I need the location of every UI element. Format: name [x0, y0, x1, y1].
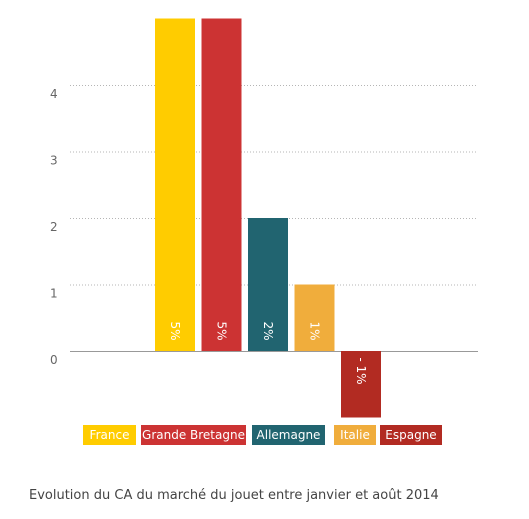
legend-item-france: France — [83, 425, 136, 445]
bar-data-label: - 1% — [354, 357, 368, 384]
chart-caption: Evolution du CA du marché du jouet entre… — [29, 488, 439, 503]
bar-data-label: 2% — [261, 321, 275, 340]
y-tick-label-0: 0 — [50, 353, 58, 367]
y-tick-label-2: 2 — [50, 220, 58, 234]
bar-allemagne — [248, 218, 288, 351]
legend-item-espagne: Espagne — [380, 425, 442, 445]
y-tick-label-3: 3 — [50, 154, 58, 168]
bar-france — [155, 18, 195, 351]
bar-italie — [294, 284, 335, 351]
bar-data-label: 1% — [308, 321, 322, 340]
legend: France Grande Bretagne Allemagne Italie Espa… — [0, 425, 529, 445]
y-tick-label-1: 1 — [50, 287, 58, 301]
legend-item-italie: Italie — [334, 425, 376, 445]
y-tick-label-4: 4 — [50, 87, 58, 101]
bar-grande-bretagne — [201, 18, 242, 351]
legend-item-allemagne: Allemagne — [252, 425, 325, 445]
legend-item-grande-bretagne: Grande Bretagne — [141, 425, 246, 445]
bar-data-label: 5% — [215, 321, 229, 340]
bar-data-label: 5% — [168, 321, 182, 340]
bar-espagne — [341, 351, 381, 418]
y-axis-ticks: 0 1 2 3 4 — [50, 87, 58, 367]
bars: 5% 5% 2% 1% - 1% — [155, 18, 381, 418]
